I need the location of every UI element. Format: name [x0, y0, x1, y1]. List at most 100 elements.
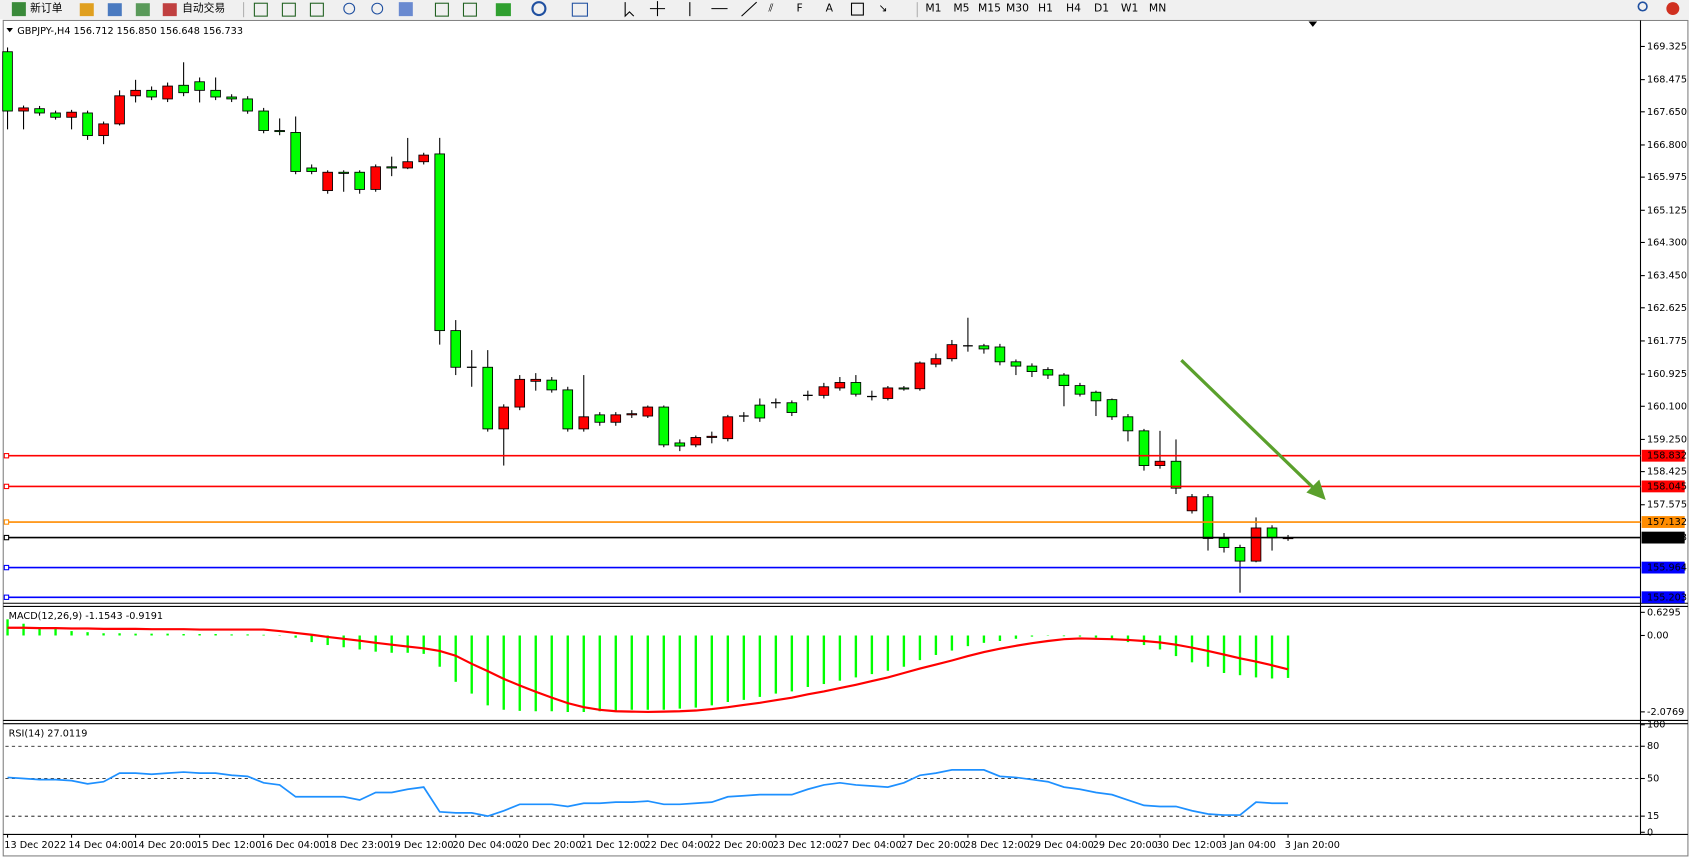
price-level-box	[1641, 591, 1685, 604]
scroll-button[interactable]	[434, 2, 449, 17]
candle-body	[1250, 527, 1262, 562]
time-label: 28 Dec 12:00	[965, 840, 1030, 851]
candle-body	[50, 112, 61, 118]
notification-icon[interactable]	[1666, 2, 1680, 16]
candle-body	[1122, 416, 1134, 432]
templates-button[interactable]	[571, 2, 588, 17]
line-chart-button[interactable]	[309, 2, 324, 17]
time-label: 3 Jan 20:00	[1285, 840, 1340, 851]
bar-chart-button[interactable]	[253, 2, 268, 17]
y-tick-label: 15	[1647, 811, 1659, 822]
periods-button[interactable]	[531, 1, 547, 17]
y-tick-label: 157.575	[1647, 500, 1687, 511]
candle-body	[530, 378, 542, 382]
new-order-button[interactable]: 新订单	[30, 2, 63, 15]
search-button[interactable]	[1637, 1, 1648, 12]
price-level-label: 158.832	[1647, 451, 1687, 462]
crosshair-button[interactable]	[649, 1, 666, 17]
timeframe-button[interactable]: M1	[925, 2, 941, 15]
time-label: 20 Dec 20:00	[517, 840, 582, 851]
zoom-in-button[interactable]	[343, 2, 356, 15]
zoom-out-button[interactable]	[371, 2, 384, 15]
candle-body	[1058, 374, 1070, 387]
candle-body	[354, 171, 365, 190]
toolbar-icon[interactable]	[79, 3, 94, 17]
tile-button[interactable]	[398, 2, 413, 17]
candle-body	[386, 166, 397, 169]
time-label: 19 Dec 12:00	[388, 840, 453, 851]
candle-body	[242, 98, 253, 112]
price-level-box	[1641, 516, 1685, 528]
candle-body	[578, 416, 590, 430]
label-tool[interactable]	[850, 2, 864, 16]
candle-body	[306, 167, 317, 172]
y-tick-label: 164.300	[1647, 237, 1687, 248]
auto-trade-button[interactable]: 自动交易	[182, 2, 225, 15]
symbol-menu-marker[interactable]	[6, 27, 13, 33]
line-tools[interactable]	[689, 1, 758, 17]
indicator-title: MACD(12,26,9) -1.1543 -0.9191	[9, 611, 163, 622]
toolbar-icon[interactable]	[135, 3, 150, 17]
price-level-handle	[3, 453, 10, 459]
candle-chart-button[interactable]	[281, 2, 296, 17]
auto-trade-icon[interactable]	[162, 3, 177, 17]
price-level-box	[1641, 561, 1685, 574]
arrows-tool[interactable]: ↘	[878, 2, 887, 15]
candle-body	[546, 379, 558, 391]
candle-body	[610, 414, 622, 423]
indicators-button[interactable]	[495, 3, 511, 17]
candle-body	[18, 107, 29, 112]
toolbar	[0, 0, 1689, 20]
y-tick-label: 0.00	[1647, 630, 1669, 641]
candle-body	[146, 89, 157, 98]
shift-button[interactable]	[462, 2, 477, 17]
candle-body	[1074, 385, 1086, 395]
fibo-tool[interactable]: F	[797, 2, 803, 15]
candle-body	[34, 108, 45, 114]
candle-body	[402, 161, 413, 169]
timeframe-button[interactable]: M5	[953, 2, 969, 15]
channel-tool[interactable]: ⫽	[768, 2, 774, 15]
candle-body	[418, 154, 429, 163]
timeframe-button[interactable]: M15	[978, 2, 1001, 15]
text-tool[interactable]: A	[826, 2, 834, 15]
timeframe-button[interactable]: H1	[1038, 2, 1053, 15]
cursor-button[interactable]	[624, 2, 635, 18]
chart-shift-marker	[1308, 21, 1318, 27]
timeframe-button[interactable]: H4	[1066, 2, 1081, 15]
new-order-icon[interactable]	[11, 2, 26, 17]
time-label: 21 Dec 12:00	[581, 840, 646, 851]
y-tick-label: 161.775	[1647, 336, 1687, 347]
time-label: 23 Dec 12:00	[773, 840, 838, 851]
y-tick-label: 167.650	[1647, 107, 1687, 118]
candle-body	[594, 414, 606, 423]
time-label: 18 Dec 23:00	[324, 840, 389, 851]
candle-body	[322, 171, 333, 192]
indicator-title: RSI(14) 27.0119	[9, 728, 88, 739]
candle-body	[850, 382, 862, 395]
candle-body	[930, 358, 942, 365]
time-label: 22 Dec 20:00	[709, 840, 774, 851]
price-level-label: 155.203	[1647, 592, 1687, 603]
timeframe-button[interactable]: MN	[1149, 2, 1166, 15]
timeframe-button[interactable]: M30	[1006, 2, 1029, 15]
toolbar-icon[interactable]	[107, 3, 122, 17]
candle-body	[818, 386, 830, 396]
price-level-box	[1641, 531, 1685, 544]
y-tick-label: 100	[1647, 720, 1665, 731]
candle-body	[690, 437, 702, 446]
timeframe-button[interactable]: D1	[1094, 2, 1109, 15]
price-level-box	[1641, 480, 1685, 493]
candle-body	[786, 402, 798, 413]
y-tick-label: 168.475	[1647, 75, 1687, 86]
candle-body	[98, 123, 109, 137]
candle-body	[434, 153, 445, 332]
price-level-handle	[3, 483, 10, 490]
candle-body	[706, 435, 718, 438]
price-level-label: 157.132	[1647, 517, 1687, 528]
timeframe-button[interactable]: W1	[1121, 2, 1138, 15]
candle-body	[914, 362, 926, 390]
time-label: 16 Dec 04:00	[260, 840, 325, 851]
candle-body	[1106, 399, 1118, 418]
